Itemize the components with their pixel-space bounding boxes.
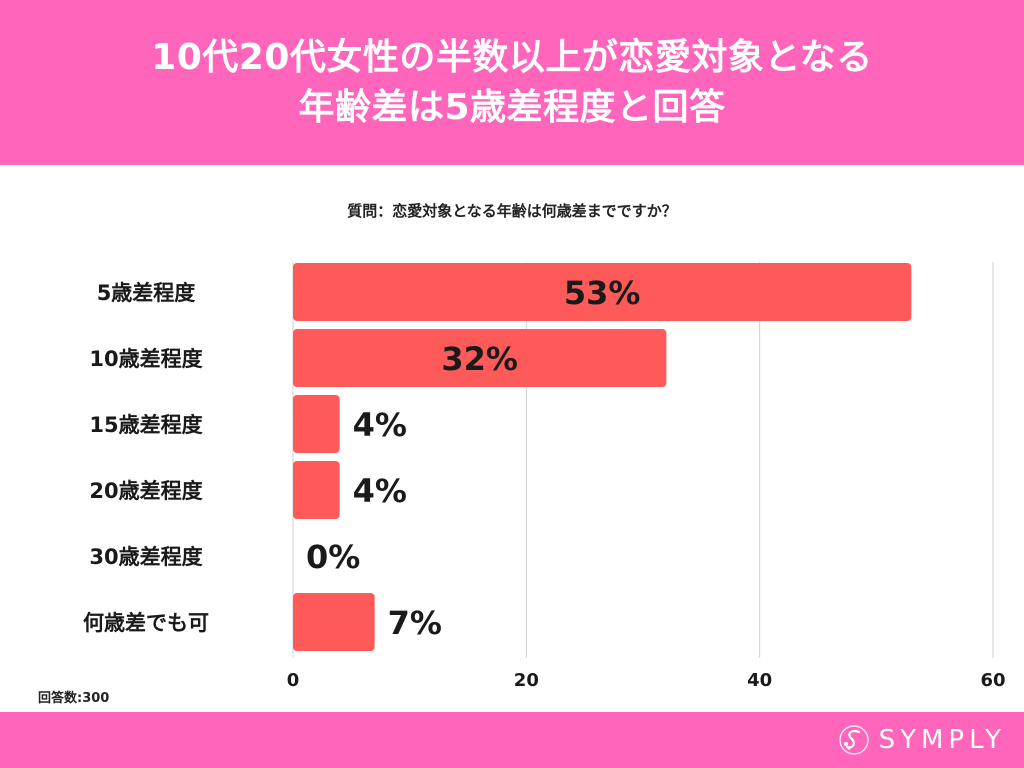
footer-banner: SYMPLY [0,712,1024,768]
category-label: 15歳差程度 [89,413,202,437]
bar-0 [293,263,912,321]
question-text: 質問：恋愛対象となる年齢は何歳差までですか？ [347,202,677,220]
bar-2 [293,395,340,453]
category-label: 30歳差程度 [89,545,202,569]
x-tick-label: 40 [747,670,772,691]
symply-logo: SYMPLY [837,722,1006,758]
x-tick-label: 60 [980,670,1005,691]
bar-chart: 0 20 40 60 5歳差程度 53% 10歳差程度 32% 15歳差程度 4% 20歳差程度 4%… [83,262,1006,691]
value-label: 4% [353,406,407,444]
title-line-2: 年齢差は5歳差程度と回答 [298,86,726,128]
category-label: 20歳差程度 [89,479,202,503]
logo-text: SYMPLY [878,725,1006,755]
value-label: 7% [388,604,442,642]
category-label: 5歳差程度 [97,281,196,305]
header-banner: 10代20代女性の半数以上が恋愛対象となる 年齢差は5歳差程度と回答 [0,0,1024,165]
x-tick-label: 20 [514,670,539,691]
value-label: 32% [441,340,518,378]
category-label: 10歳差程度 [89,347,202,371]
category-label: 何歳差でも可 [83,611,209,635]
bar-1 [293,329,667,387]
symply-emblem-icon [838,725,869,755]
bar-5 [293,593,375,651]
bar-3 [293,461,340,519]
respondent-count: 回答数:300 [38,691,110,706]
value-label: 53% [564,274,641,312]
x-tick-label: 0 [287,670,300,691]
title-line-1: 10代20代女性の半数以上が恋愛対象となる [151,36,873,78]
value-label: 4% [353,472,407,510]
value-label: 0% [306,538,360,576]
